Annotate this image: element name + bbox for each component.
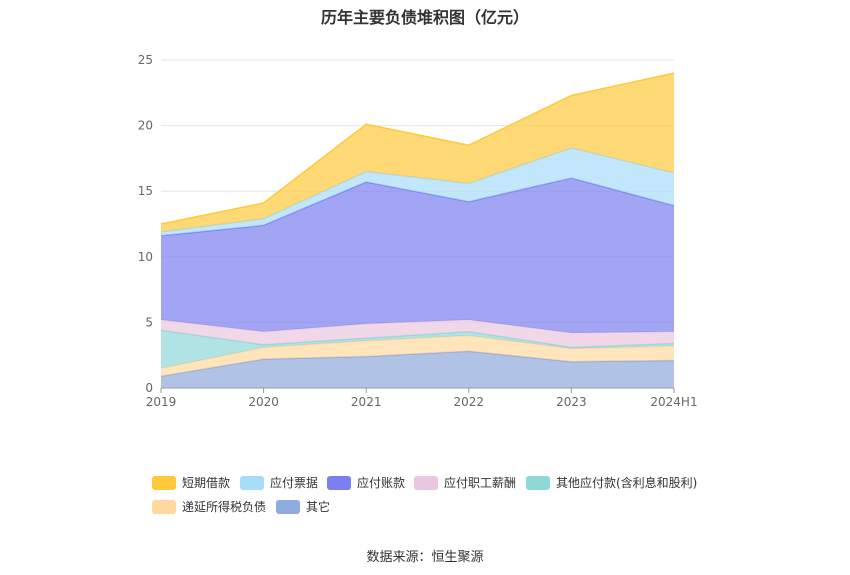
area-应付票据 (161, 147, 674, 236)
x-tick-label: 2021 (351, 395, 382, 409)
legend-label: 其它 (306, 500, 331, 514)
area-应付账款 (161, 178, 674, 333)
legend-label: 其他应付款(含利息和股利) (556, 476, 698, 490)
area-其他应付款(含利息和股利) (161, 330, 674, 369)
x-tick-label: 2022 (454, 395, 485, 409)
legend-item-other[interactable]: 其它 (276, 498, 330, 515)
area-其它 (161, 351, 674, 388)
legend-swatch (526, 475, 550, 490)
area-应付职工薪酬 (161, 319, 674, 348)
data-source: 数据来源：恒生聚源 (366, 550, 484, 565)
axes: 0 5 10 15 20 25 2019 2020 2021 2022 2023 2024H1 (138, 53, 698, 409)
x-tick-label: 2019 (146, 395, 177, 409)
y-tick-label: 5 (145, 315, 153, 329)
legend-swatch (327, 475, 351, 490)
legend-label: 应付票据 (270, 476, 319, 490)
legend-item-accounts-payable[interactable]: 应付账款 (327, 474, 405, 491)
x-tick-label: 2023 (556, 395, 587, 409)
legend-swatch (276, 499, 300, 514)
chart-title: 历年主要负债堆积图（亿元） (320, 8, 529, 27)
area-series (160, 72, 675, 388)
legend-item-notes-payable[interactable]: 应付票据 (240, 474, 318, 491)
line-短期借款 (160, 72, 675, 225)
x-tick-label: 2024H1 (650, 395, 697, 409)
legend-label: 应付职工薪酬 (444, 476, 517, 490)
y-tick-label: 20 (138, 119, 153, 133)
legend-label: 递延所得税负债 (182, 500, 267, 514)
y-tick-label: 10 (138, 250, 153, 264)
area-短期借款 (161, 73, 674, 232)
legend-item-employee-payables[interactable]: 应付职工薪酬 (414, 474, 516, 491)
y-tick-label: 15 (138, 184, 153, 198)
legend-label: 短期借款 (182, 476, 231, 490)
legend-item-deferred-tax[interactable]: 递延所得税负债 (152, 498, 266, 515)
legend-label: 应付账款 (357, 476, 406, 490)
legend-swatch (152, 499, 176, 514)
legend-swatch (240, 475, 264, 490)
legend-swatch (414, 475, 438, 490)
y-tick-label: 25 (138, 53, 153, 67)
y-tick-label: 0 (145, 381, 153, 395)
legend-item-short-term-loans[interactable]: 短期借款 (152, 474, 230, 491)
legend-item-other-payables[interactable]: 其他应付款(含利息和股利) (526, 474, 697, 491)
x-tick-label: 2020 (248, 395, 279, 409)
legend-swatch (152, 475, 176, 490)
